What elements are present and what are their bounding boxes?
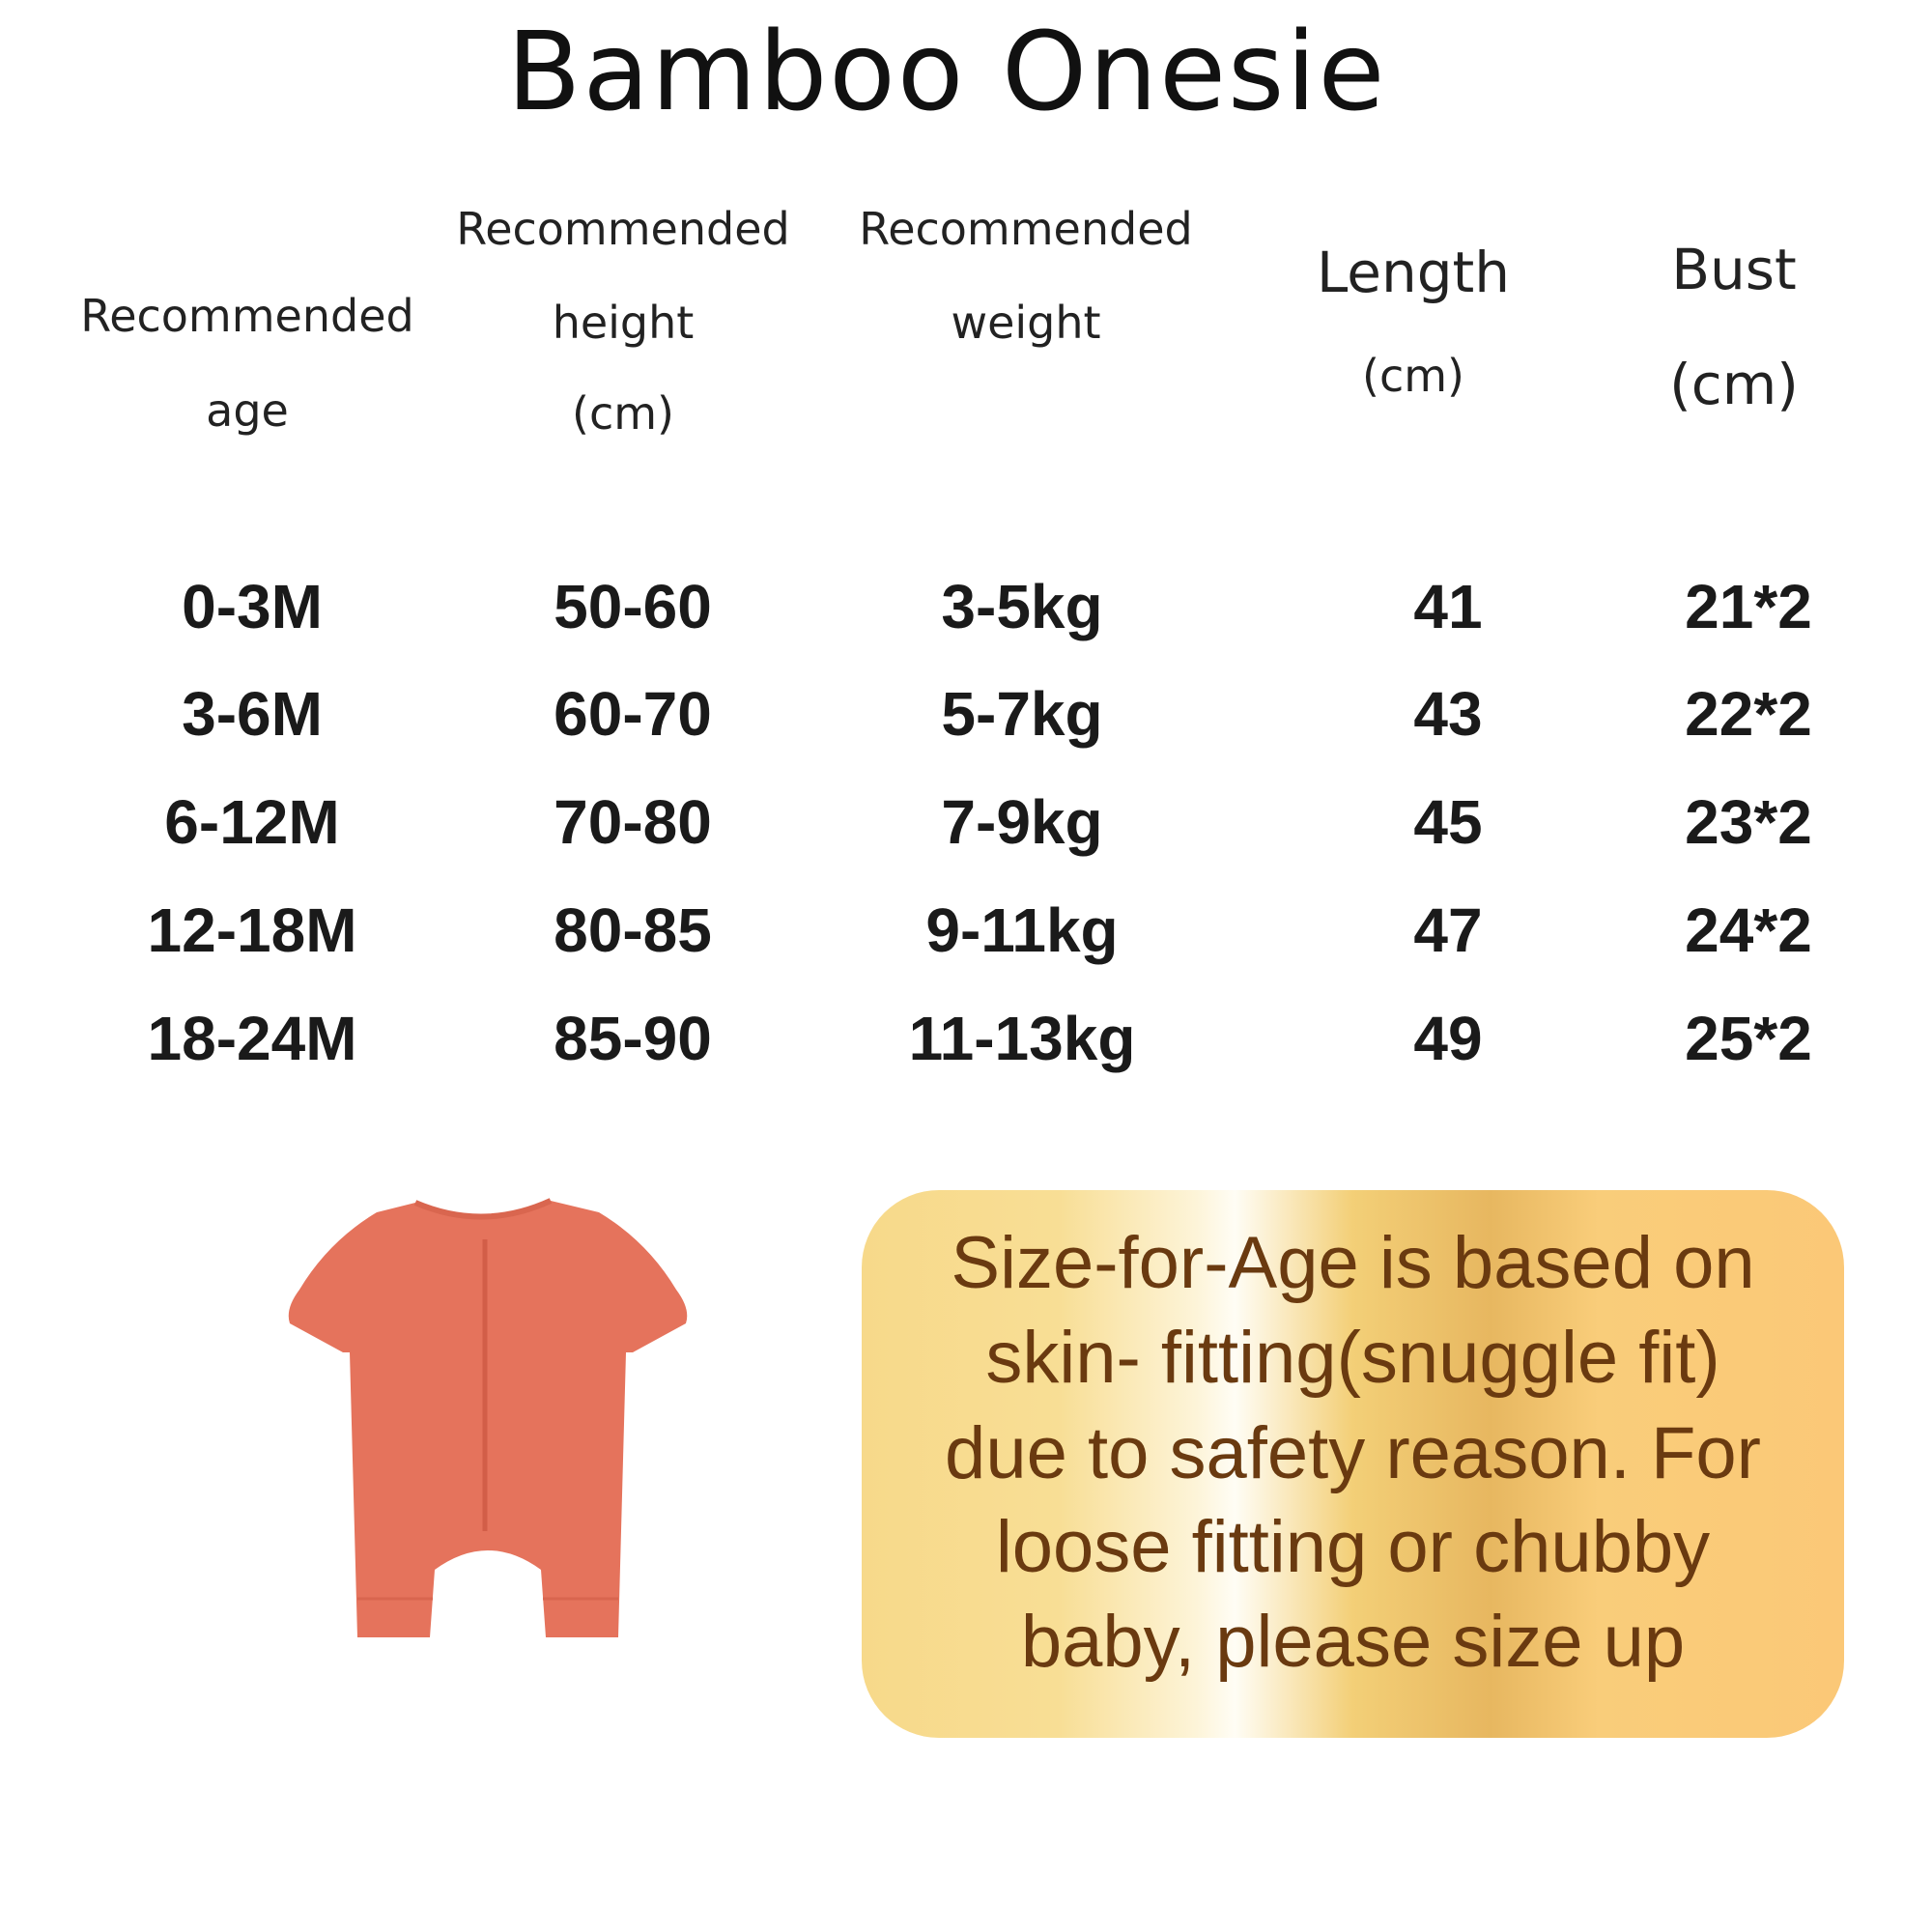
cell-length: 49 — [1413, 1004, 1483, 1073]
cell-bust: 22*2 — [1685, 679, 1812, 749]
cell-age: 3-6M — [182, 679, 323, 749]
cell-weight: 9-11kg — [925, 895, 1119, 965]
header-line: (cm) — [572, 387, 674, 440]
cell-height: 70-80 — [554, 787, 712, 857]
header-line: height — [552, 297, 695, 349]
cell-length: 43 — [1413, 679, 1483, 749]
cell-length: 41 — [1413, 572, 1483, 641]
cell-weight: 5-7kg — [941, 679, 1103, 749]
header-line: Recommended — [80, 290, 414, 342]
cell-height: 50-60 — [554, 572, 712, 641]
header-line: Bust — [1671, 237, 1797, 302]
cell-height: 80-85 — [554, 895, 712, 965]
page-title: Bamboo Onesie — [506, 10, 1387, 135]
header-line: (cm) — [1362, 350, 1464, 402]
cell-length: 45 — [1413, 787, 1483, 857]
cell-height: 60-70 — [554, 679, 712, 749]
cell-age: 6-12M — [164, 787, 340, 857]
sizing-note-box: Size-for-Age is based on skin- fitting(s… — [862, 1190, 1844, 1738]
cell-age: 18-24M — [147, 1004, 357, 1073]
note-line: Size-for-Age is based on — [951, 1222, 1755, 1304]
cell-bust: 23*2 — [1685, 787, 1812, 857]
onesie-product-image — [288, 1198, 688, 1637]
note-line: baby, please size up — [1020, 1601, 1686, 1683]
cell-weight: 11-13kg — [908, 1004, 1136, 1073]
cell-height: 85-90 — [554, 1004, 712, 1073]
cell-age: 0-3M — [182, 572, 323, 641]
note-line: skin- fitting(snuggle fit) — [985, 1317, 1720, 1399]
header-line: Recommended — [456, 203, 790, 255]
cell-age: 12-18M — [147, 895, 357, 965]
note-line: loose fitting or chubby — [995, 1506, 1711, 1588]
header-line: (cm) — [1669, 352, 1799, 417]
header-line: weight — [951, 297, 1101, 349]
cell-weight: 7-9kg — [941, 787, 1103, 857]
header-line: Recommended — [859, 203, 1193, 255]
header-line: Length — [1316, 240, 1511, 305]
cell-bust: 21*2 — [1685, 572, 1812, 641]
cell-weight: 3-5kg — [941, 572, 1103, 641]
note-line: due to safety reason. For — [945, 1412, 1761, 1494]
cell-bust: 25*2 — [1685, 1004, 1812, 1073]
cell-bust: 24*2 — [1685, 895, 1812, 965]
header-line: age — [206, 384, 289, 437]
cell-length: 47 — [1413, 895, 1483, 965]
